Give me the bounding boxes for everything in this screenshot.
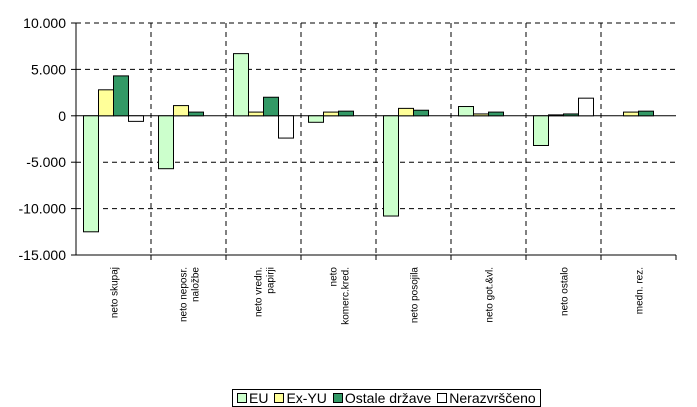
x-category-label: neto got.&vl. (485, 267, 496, 323)
bar (173, 105, 189, 117)
bar (248, 111, 264, 117)
y-tick-labels: 10.000 5.000 0 -5.000 -10.000 -15.000 (19, 15, 67, 263)
x-category-label: neto skupaj (110, 267, 121, 318)
legend-swatch (332, 393, 343, 403)
bar (98, 89, 114, 117)
y-tick-label: -5.000 (26, 154, 66, 170)
y-tick-label: -10.000 (19, 201, 67, 217)
legend: EU Ex-YU Ostale države Nerazvrščeno (232, 389, 541, 407)
legend-item: Nerazvrščeno (437, 390, 536, 406)
bar (563, 113, 579, 117)
gridlines (76, 22, 676, 255)
legend-swatch (237, 393, 247, 403)
y-tick-label: 5.000 (31, 61, 66, 77)
x-category-label: neto ostalo (560, 267, 571, 316)
bars (83, 53, 654, 233)
bar (83, 115, 99, 233)
bar (263, 96, 279, 117)
bar (413, 109, 429, 117)
x-category-label: neto neposr. (179, 267, 190, 322)
legend-label: Ex-YU (286, 390, 327, 406)
bar (338, 110, 354, 117)
bar (383, 115, 399, 217)
legend-item: Ex-YU (274, 390, 327, 406)
legend-swatch (274, 393, 285, 403)
y-tick-label: 10.000 (23, 15, 66, 31)
x-category-label: neto (329, 267, 340, 287)
bar (533, 115, 549, 146)
x-category-label: naložbe (191, 267, 202, 302)
bar (308, 115, 324, 123)
x-category-label: medn. rez. (635, 267, 646, 314)
bar (128, 115, 144, 122)
legend-label: Ostale države (344, 390, 432, 406)
legend-item: Ostale države (332, 390, 432, 406)
bar (488, 111, 504, 117)
bar (548, 114, 564, 117)
bar (113, 75, 129, 117)
bar (398, 107, 414, 117)
y-tick-label: 0 (58, 108, 66, 124)
bar (323, 111, 339, 117)
x-category-label: komerc.kred. (341, 267, 352, 325)
x-category-label: papirji (266, 267, 277, 294)
x-category-label: neto posojila (410, 267, 421, 324)
legend-label: Nerazvrščeno (449, 390, 536, 406)
y-tick-label: -15.000 (19, 247, 67, 263)
bar (188, 111, 204, 117)
legend-label: EU (249, 390, 269, 406)
bar (278, 115, 294, 139)
bar (158, 115, 174, 170)
bar (623, 111, 639, 117)
bar (233, 53, 249, 117)
bar (578, 97, 594, 117)
legend-swatch (437, 393, 448, 403)
legend-item: EU (237, 390, 268, 406)
bar (638, 110, 654, 117)
bar (473, 113, 489, 117)
x-category-label: neto vredn. (254, 267, 265, 317)
x-category-labels: neto skupaj neto neposr. naložbe neto vredn… (110, 267, 646, 325)
bar (458, 106, 474, 117)
